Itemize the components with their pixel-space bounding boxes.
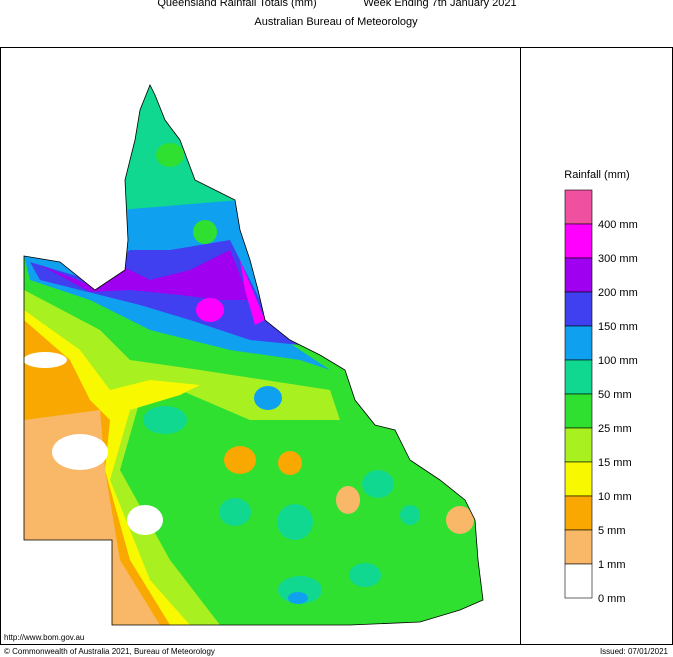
- legend-label: 150 mm: [598, 321, 638, 333]
- agency: Australian Bureau of Meteorology: [254, 16, 418, 28]
- legend-swatch: [564, 291, 593, 327]
- legend-label: 15 mm: [598, 457, 632, 469]
- legend-swatch: [564, 563, 593, 599]
- legend-swatch: [564, 359, 593, 395]
- legend-label: 200 mm: [598, 287, 638, 299]
- legend-label: 50 mm: [598, 389, 632, 401]
- map-title: Queensland Rainfall Totals (mm): [157, 0, 316, 9]
- legend-label: 5 mm: [598, 525, 626, 537]
- legend-swatch: [564, 257, 593, 293]
- legend-swatch: [564, 529, 593, 565]
- issued-date: Issued: 07/01/2021: [600, 647, 669, 656]
- legend-label: 400 mm: [598, 219, 638, 231]
- rainfall-map: [24, 85, 483, 625]
- legend-label: 25 mm: [598, 423, 632, 435]
- legend-swatch: [564, 325, 593, 361]
- legend-label: 300 mm: [598, 253, 638, 265]
- legend-swatch: [564, 495, 593, 531]
- copyright: © Commonwealth of Australia 2021, Bureau…: [4, 647, 215, 656]
- legend-swatch: [564, 189, 593, 225]
- legend-swatch: [564, 427, 593, 463]
- source-url: http://www.bom.gov.au: [4, 633, 84, 642]
- legend-swatch: [564, 223, 593, 259]
- legend-label: 100 mm: [598, 355, 638, 367]
- legend-label: 0 mm: [598, 593, 626, 605]
- legend-swatch: [564, 461, 593, 497]
- legend-title: Rainfall (mm): [564, 169, 629, 181]
- state-outline: [23, 84, 484, 626]
- legend: 400 mm 300 mm 200 mm 150 mm 100 mm 50 mm 25 mm…: [564, 189, 638, 605]
- legend-label: 1 mm: [598, 559, 626, 571]
- map-period: Week Ending 7th January 2021: [363, 0, 516, 9]
- legend-swatch: [564, 393, 593, 429]
- legend-label: 10 mm: [598, 491, 632, 503]
